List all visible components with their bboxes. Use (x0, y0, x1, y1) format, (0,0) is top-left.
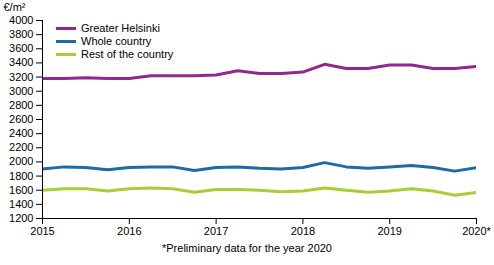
svg-text:3200: 3200 (9, 71, 33, 83)
svg-text:3800: 3800 (9, 28, 33, 40)
svg-text:2600: 2600 (9, 113, 33, 125)
svg-text:2016: 2016 (117, 225, 141, 237)
svg-text:2019: 2019 (377, 225, 401, 237)
svg-text:€/m²: €/m² (4, 1, 26, 13)
svg-text:2020*: 2020* (462, 225, 491, 237)
svg-text:2800: 2800 (9, 99, 33, 111)
svg-text:2015: 2015 (30, 225, 54, 237)
svg-text:3400: 3400 (9, 56, 33, 68)
svg-text:3000: 3000 (9, 85, 33, 97)
svg-text:1400: 1400 (9, 198, 33, 210)
svg-text:2000: 2000 (9, 155, 33, 167)
html-text:Greater Helsinki: Greater Helsinki (81, 22, 160, 34)
svg-text:1600: 1600 (9, 184, 33, 196)
svg-text:2017: 2017 (204, 225, 228, 237)
svg-text:2400: 2400 (9, 127, 33, 139)
html-text:*Preliminary data for the year: *Preliminary data for the year 2020 (162, 242, 332, 254)
svg-text:1800: 1800 (9, 170, 33, 182)
html-text:Whole country: Whole country (81, 35, 152, 47)
svg-text:2018: 2018 (291, 225, 315, 237)
svg-text:1200: 1200 (9, 212, 33, 224)
svg-text:3600: 3600 (9, 42, 33, 54)
svg-text:2200: 2200 (9, 141, 33, 153)
svg-text:4000: 4000 (9, 14, 33, 26)
html-text:Rest of the country: Rest of the country (81, 48, 174, 60)
